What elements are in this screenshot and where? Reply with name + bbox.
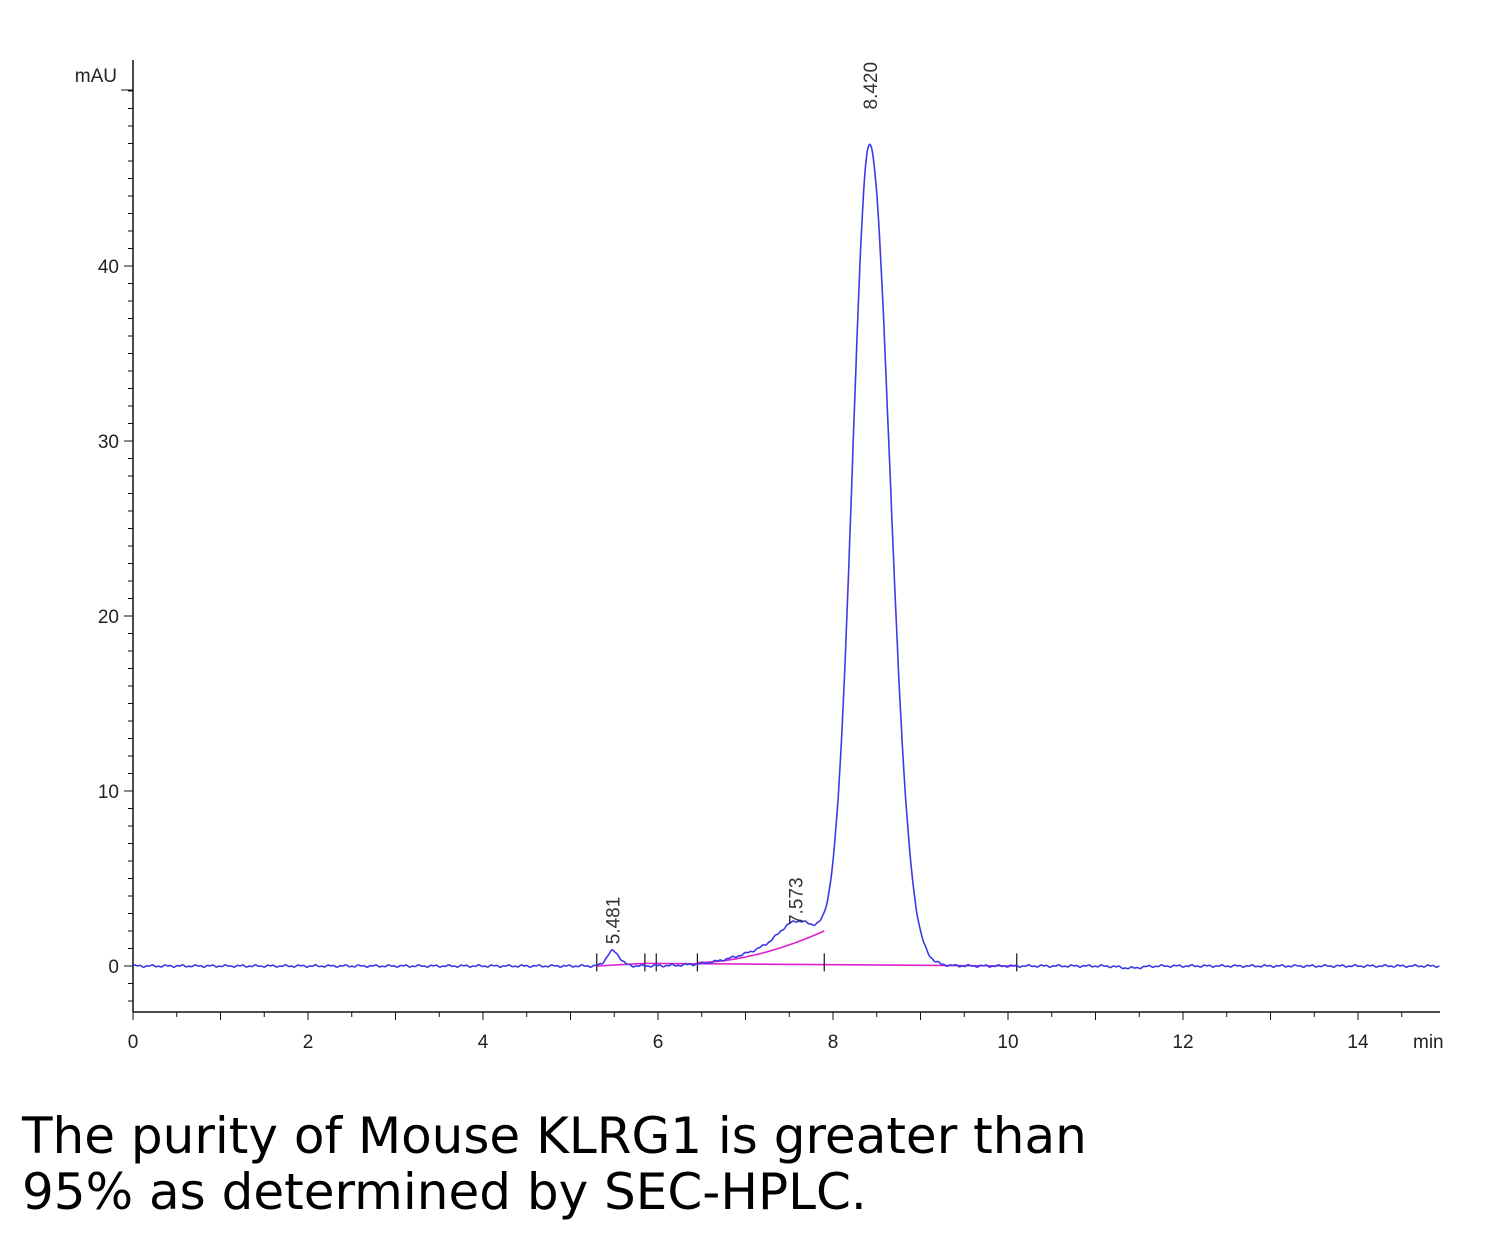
- x-tick-label: 2: [303, 1032, 314, 1053]
- peak-label: 7.573: [787, 877, 808, 925]
- chromatogram-trace: [132, 143, 1440, 970]
- caption: The purity of Mouse KLRG1 is greater tha…: [22, 1108, 1482, 1220]
- y-tick-label: 20: [98, 607, 119, 628]
- x-axis-unit: min: [1413, 1032, 1444, 1053]
- x-tick-label: 14: [1347, 1032, 1369, 1053]
- caption-line-2: 95% as determined by SEC-HPLC.: [22, 1163, 867, 1221]
- x-tick-label: 8: [828, 1032, 839, 1053]
- peak-labels: 5.481 7.573 8.420: [604, 62, 882, 944]
- x-tick-label: 4: [478, 1032, 489, 1053]
- caption-line-1: The purity of Mouse KLRG1 is greater tha…: [22, 1107, 1087, 1165]
- y-tick-label: 30: [98, 432, 119, 453]
- chromatogram-chart: 0 10 20 30 40 mAU 0 2 4 6 8 10 12 14 min 5.481 7.573 8.4…: [75, 60, 1444, 1053]
- chromatogram-svg: 0 10 20 30 40 mAU 0 2 4 6 8 10 12 14 min 5.481 7.573 8.4…: [75, 60, 1444, 1053]
- x-tick-label: 12: [1172, 1032, 1193, 1053]
- y-axis-unit: mAU: [75, 66, 117, 87]
- trace-layer: [132, 143, 1440, 970]
- y-tick-label: 0: [108, 957, 119, 978]
- x-tick-label: 6: [653, 1032, 664, 1053]
- axes: 0 10 20 30 40 mAU 0 2 4 6 8 10 12 14 min: [75, 60, 1444, 1053]
- integration-baseline: [596, 962, 645, 967]
- peak-label: 5.481: [604, 897, 625, 945]
- y-tick-label: 10: [98, 782, 119, 803]
- x-tick-label: 0: [128, 1032, 139, 1053]
- peak-label: 8.420: [861, 62, 882, 110]
- y-tick-label: 40: [98, 257, 119, 278]
- x-tick-label: 10: [997, 1032, 1018, 1053]
